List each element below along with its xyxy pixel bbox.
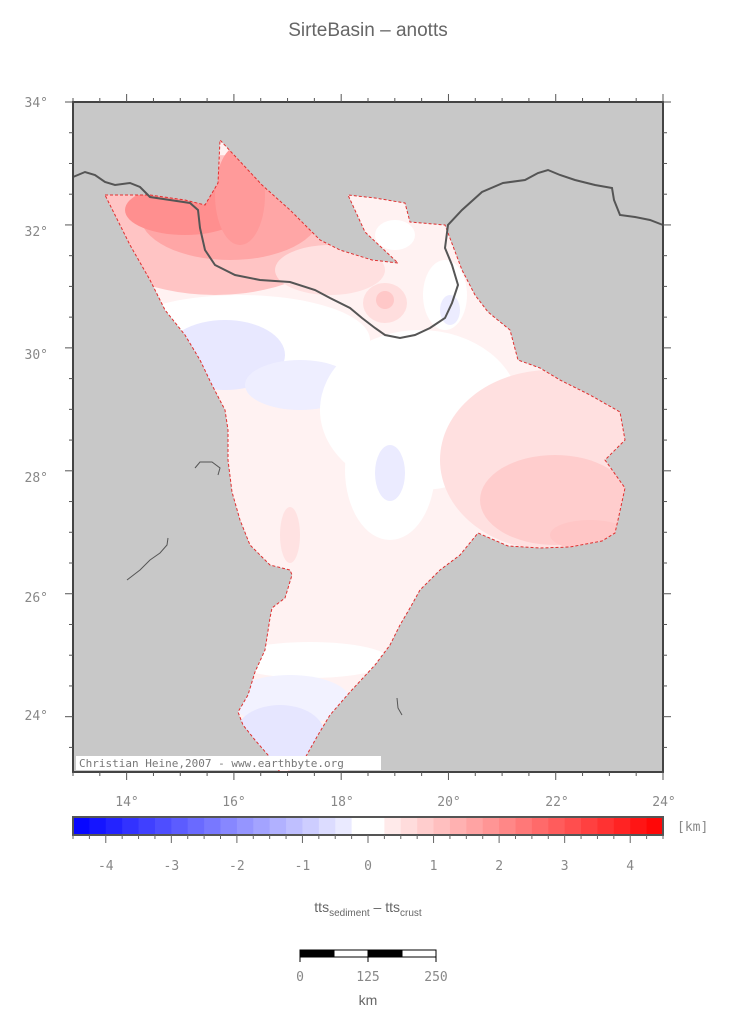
colorbar-cell — [646, 817, 664, 835]
variable-label: ttssediment – ttscrust — [314, 899, 422, 919]
river-feature — [396, 697, 403, 716]
colorbar-cell — [253, 817, 271, 835]
latitude-labels: 34° 32° 30° 28° 26° 24° — [25, 96, 48, 724]
colorbar-tick-label: 1 — [430, 859, 438, 874]
lat-label-34: 34° — [25, 96, 48, 111]
colorbar-cell — [187, 817, 205, 835]
lat-label-28: 28° — [25, 471, 48, 486]
colorbar-cell — [204, 817, 221, 835]
colorbar-cell — [564, 817, 582, 835]
colorbar-tick-label: -1 — [295, 859, 311, 874]
colorbar-cell — [154, 817, 172, 835]
river-feature — [194, 461, 221, 476]
colorbar-cell — [351, 817, 369, 835]
colorbar-tick-label: 4 — [626, 859, 634, 874]
colorbar-tick-label: 3 — [561, 859, 569, 874]
lat-label-30: 30° — [25, 348, 48, 363]
lon-label-22: 22° — [545, 795, 568, 810]
scale-bar — [299, 949, 437, 962]
colorbar-cell — [466, 817, 484, 835]
colorbar-cell — [368, 817, 385, 835]
colorbar-unit: [km] — [677, 820, 708, 835]
colorbar-cell — [269, 817, 287, 835]
colorbar-tick-label: -2 — [229, 859, 245, 874]
colorbar-cell — [417, 817, 435, 835]
colorbar-cell — [531, 817, 549, 835]
colorbar-cell — [138, 817, 156, 835]
coastline — [72, 168, 664, 340]
river-feature — [126, 537, 169, 581]
lat-label-32: 32° — [25, 225, 48, 240]
scale-unit: km — [359, 992, 378, 1008]
lon-label-20: 20° — [437, 795, 460, 810]
colorbar-cell — [73, 817, 90, 835]
longitude-labels: 14° 16° 18° 20° 22° 24° — [115, 795, 675, 810]
colorbar-cell — [613, 817, 631, 835]
colorbar-tick-label: -4 — [98, 859, 114, 874]
colorbar-tick-label: -3 — [164, 859, 180, 874]
scale-label-125: 125 — [356, 970, 379, 985]
scale-bar-labels: 0 125 250 — [296, 970, 448, 985]
colorbar-cell — [220, 817, 238, 835]
colorbar-cell — [630, 817, 648, 835]
lat-label-26: 26° — [25, 591, 48, 606]
colorbar-cell — [122, 817, 140, 835]
colorbar-cell — [499, 817, 516, 835]
scale-label-250: 250 — [424, 970, 447, 985]
lat-label-24: 24° — [25, 709, 48, 724]
colorbar-cell — [400, 817, 418, 835]
colorbar-tick-label: 0 — [364, 859, 372, 874]
colorbar-cell — [581, 817, 598, 835]
lon-label-16: 16° — [222, 795, 245, 810]
lon-label-18: 18° — [330, 795, 353, 810]
credit-text: Christian Heine,2007 - www.earthbyte.org — [79, 757, 344, 770]
colorbar-cell — [515, 817, 533, 835]
colorbar-cell — [433, 817, 451, 835]
lon-label-24: 24° — [652, 795, 675, 810]
lon-label-14: 14° — [115, 795, 138, 810]
colorbar-ticks — [72, 835, 664, 843]
colorbar-cell — [89, 817, 107, 835]
colorbar-cell — [286, 817, 303, 835]
page-title: SirteBasin – anotts — [288, 20, 447, 41]
scale-label-0: 0 — [296, 970, 304, 985]
frame-ticks — [65, 94, 671, 780]
colorbar-cell — [548, 817, 566, 835]
colorbar — [73, 817, 664, 835]
colorbar-cell — [482, 817, 500, 835]
colorbar-tick-labels: -4 -3 -2 -1 0 1 2 3 4 — [98, 859, 634, 874]
colorbar-cell — [597, 817, 615, 835]
colorbar-cell — [171, 817, 189, 835]
colorbar-cell — [449, 817, 467, 835]
colorbar-cell — [335, 817, 353, 835]
credit-box — [76, 756, 381, 770]
colorbar-cell — [105, 817, 123, 835]
colorbar-cell — [236, 817, 254, 835]
colorbar-cell — [384, 817, 402, 835]
colorbar-tick-label: 2 — [495, 859, 503, 874]
colorbar-cell — [302, 817, 320, 835]
colorbar-cell — [318, 817, 336, 835]
